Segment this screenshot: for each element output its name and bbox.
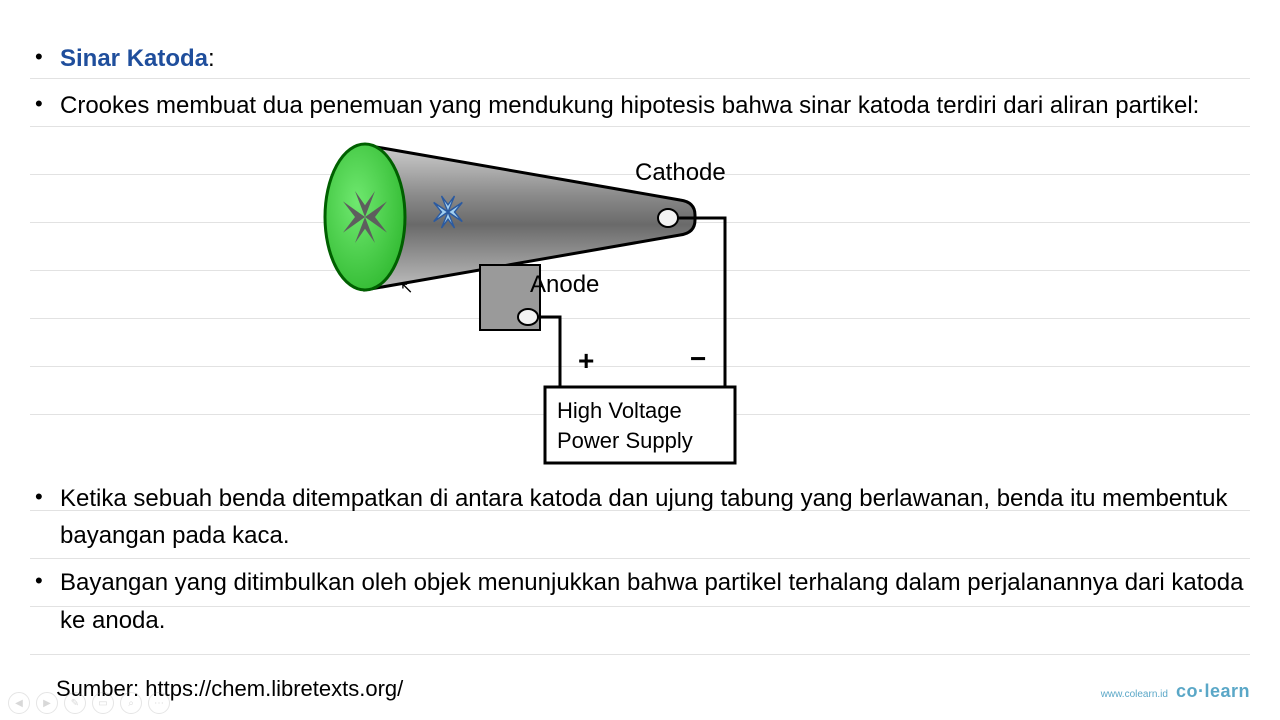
view-button[interactable]: ▭ bbox=[92, 692, 114, 714]
pen-button[interactable]: ✎ bbox=[64, 692, 86, 714]
minus-sign: − bbox=[690, 343, 706, 374]
cathode-label: Cathode bbox=[635, 159, 726, 186]
bullet-list: Sinar Katoda: Crookes membuat dua penemu… bbox=[30, 40, 1250, 124]
crookes-tube-diagram: + − High Voltage Power Supply Cathode An… bbox=[320, 140, 740, 470]
bullet-3: Bayangan yang ditimbulkan oleh objek men… bbox=[30, 564, 1250, 638]
brand-logo-b: learn bbox=[1204, 681, 1250, 701]
next-button[interactable]: ▶ bbox=[36, 692, 58, 714]
bullet-list-lower: Ketika sebuah benda ditempatkan di antar… bbox=[30, 480, 1250, 639]
anode-terminal bbox=[518, 309, 538, 325]
prev-button[interactable]: ◀ bbox=[8, 692, 30, 714]
brand-url: www.colearn.id bbox=[1101, 689, 1168, 700]
bullet-title: Sinar Katoda: bbox=[30, 40, 1250, 77]
anode-label: Anode bbox=[530, 271, 599, 298]
zoom-button[interactable]: ⌕ bbox=[120, 692, 142, 714]
brand-logo: co·learn bbox=[1176, 681, 1250, 702]
slide: Sinar Katoda: Crookes membuat dua penemu… bbox=[0, 0, 1280, 720]
player-controls[interactable]: ◀ ▶ ✎ ▭ ⌕ ⋯ bbox=[8, 692, 170, 714]
brand-logo-a: co bbox=[1176, 681, 1198, 701]
bullet-2: Ketika sebuah benda ditempatkan di antar… bbox=[30, 480, 1250, 554]
supply-label-2: Power Supply bbox=[557, 428, 693, 453]
supply-label-1: High Voltage bbox=[557, 398, 682, 423]
title-colon: : bbox=[208, 45, 215, 72]
cathode-terminal bbox=[658, 209, 678, 227]
brand: www.colearn.id co·learn bbox=[1101, 681, 1250, 702]
bullet-1: Crookes membuat dua penemuan yang menduk… bbox=[30, 87, 1250, 124]
plus-sign: + bbox=[578, 345, 594, 376]
title-text: Sinar Katoda bbox=[60, 45, 208, 72]
more-button[interactable]: ⋯ bbox=[148, 692, 170, 714]
